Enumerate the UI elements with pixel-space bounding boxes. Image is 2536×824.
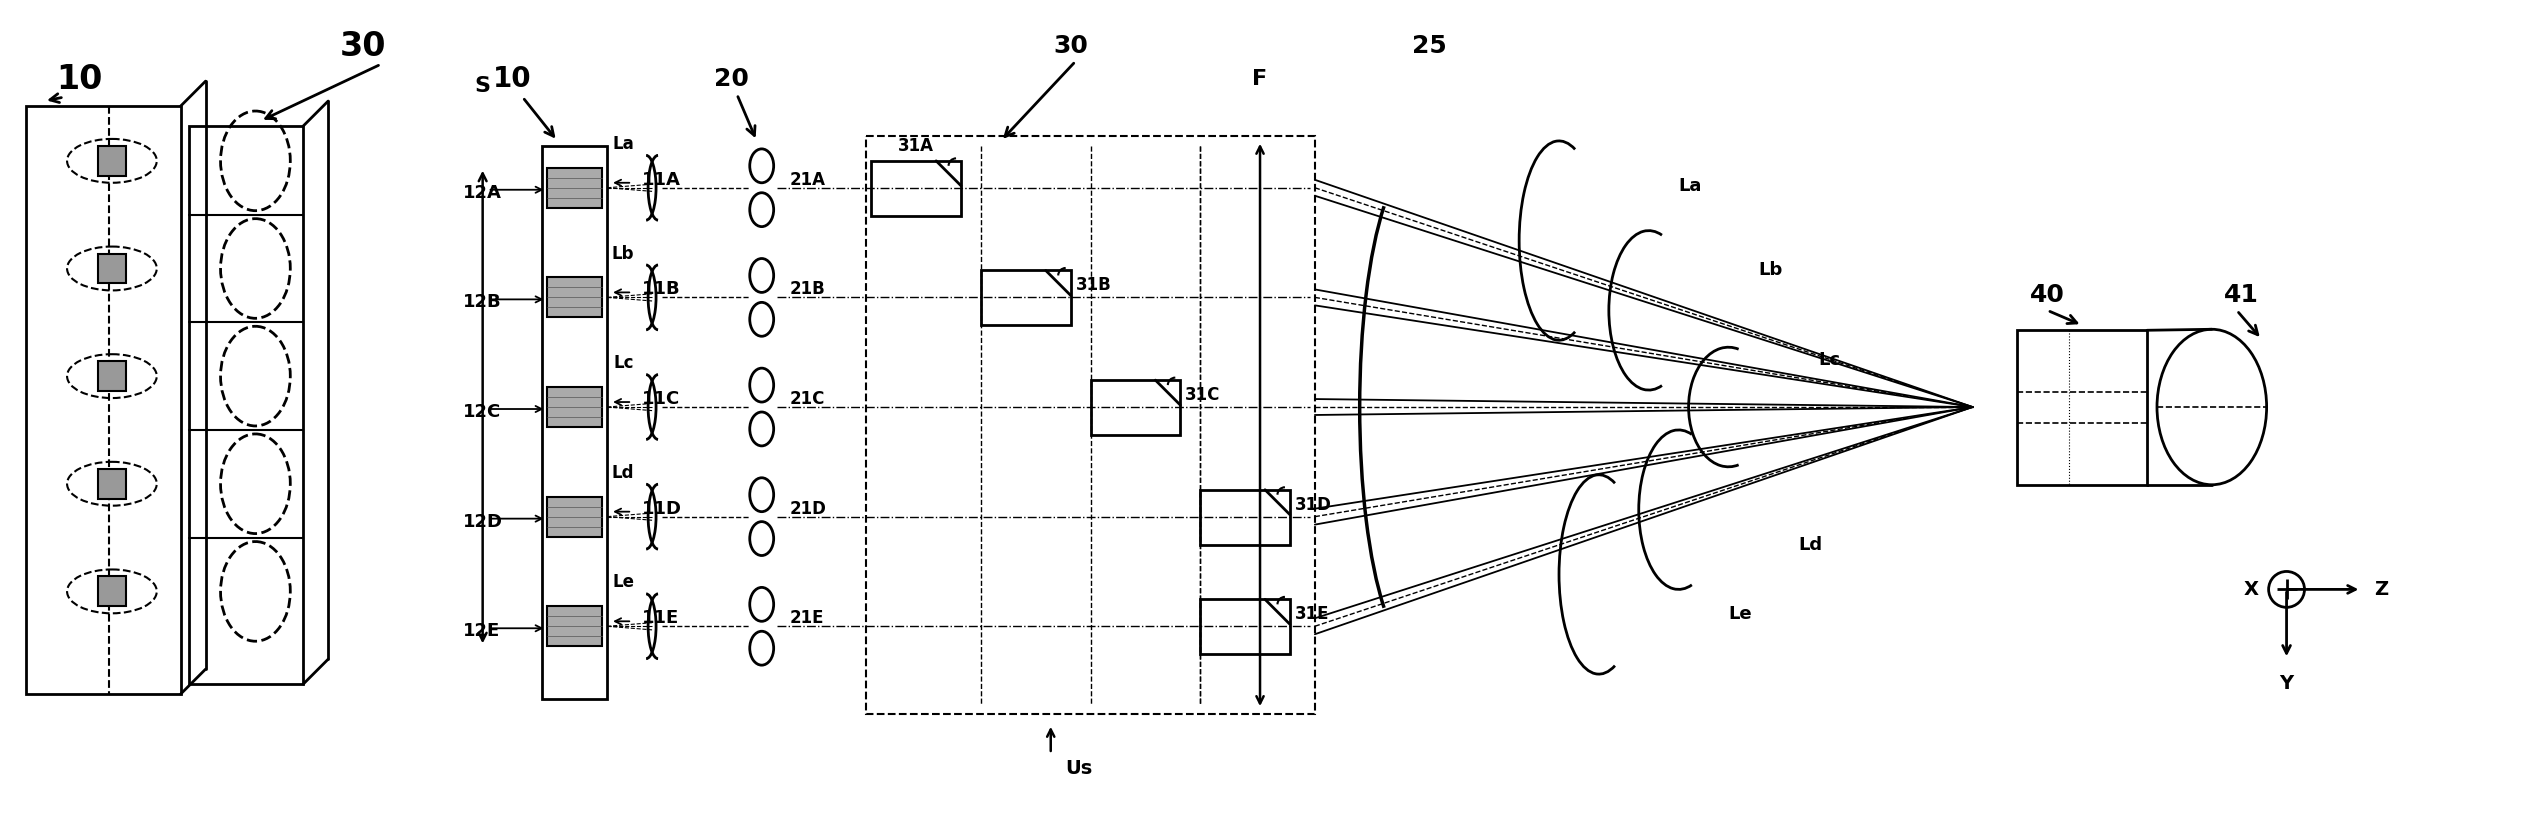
Bar <box>548 497 601 536</box>
Bar <box>2019 330 2148 485</box>
Text: 12D: 12D <box>462 513 502 531</box>
Bar <box>548 168 601 208</box>
Text: Lc: Lc <box>614 354 634 372</box>
Text: 11E: 11E <box>642 609 680 627</box>
Bar <box>99 361 127 391</box>
Text: 12E: 12E <box>462 622 500 640</box>
Text: Lb: Lb <box>1757 261 1783 279</box>
Text: 12C: 12C <box>462 403 502 421</box>
Text: 31C: 31C <box>1184 386 1220 404</box>
Text: 30: 30 <box>340 30 385 63</box>
Text: 10: 10 <box>492 65 533 93</box>
Bar <box>548 278 601 317</box>
Bar <box>981 270 1070 325</box>
Text: 21C: 21C <box>789 390 824 408</box>
Text: 31D: 31D <box>1296 496 1331 513</box>
Text: Lc: Lc <box>1818 351 1841 369</box>
Bar <box>1090 380 1179 435</box>
Text: 21A: 21A <box>789 171 827 189</box>
Text: 11D: 11D <box>642 499 682 517</box>
Text: 21E: 21E <box>789 609 824 627</box>
Text: Ld: Ld <box>611 464 634 482</box>
Bar <box>1200 599 1291 654</box>
Text: 11A: 11A <box>642 171 682 189</box>
Text: Le: Le <box>1730 606 1752 623</box>
Bar <box>543 146 606 699</box>
Text: Ld: Ld <box>1798 536 1823 554</box>
Text: Y: Y <box>2280 674 2293 693</box>
Bar <box>99 146 127 176</box>
Text: F: F <box>1253 69 1268 89</box>
Text: 40: 40 <box>2029 283 2064 307</box>
Text: 12A: 12A <box>462 184 502 202</box>
Text: 10: 10 <box>56 63 101 96</box>
Text: 20: 20 <box>715 67 748 91</box>
Bar <box>548 606 601 646</box>
Text: Us: Us <box>1065 759 1093 779</box>
Text: 30: 30 <box>1052 35 1088 59</box>
Bar <box>867 136 1314 714</box>
Text: 21B: 21B <box>789 280 824 298</box>
Bar <box>99 254 127 283</box>
Text: 31A: 31A <box>898 137 933 155</box>
Text: 25: 25 <box>1413 35 1448 59</box>
Bar <box>99 469 127 499</box>
Text: La: La <box>611 135 634 153</box>
Bar <box>1200 489 1291 545</box>
Text: Lb: Lb <box>611 245 634 263</box>
Bar <box>188 126 304 684</box>
Text: 11B: 11B <box>642 280 680 298</box>
Text: S: S <box>474 76 489 96</box>
Text: 21D: 21D <box>789 499 827 517</box>
Text: 12B: 12B <box>462 293 502 311</box>
Bar <box>25 106 180 694</box>
Text: Le: Le <box>611 574 634 592</box>
Bar <box>99 577 127 606</box>
Bar <box>548 387 601 427</box>
Text: 31B: 31B <box>1075 276 1111 294</box>
Text: Z: Z <box>2374 580 2389 599</box>
Text: 41: 41 <box>2224 283 2260 307</box>
Bar <box>872 161 961 216</box>
Text: X: X <box>2244 580 2260 599</box>
Text: 11C: 11C <box>642 390 680 408</box>
Text: 31E: 31E <box>1296 606 1329 623</box>
Text: La: La <box>1679 177 1702 194</box>
